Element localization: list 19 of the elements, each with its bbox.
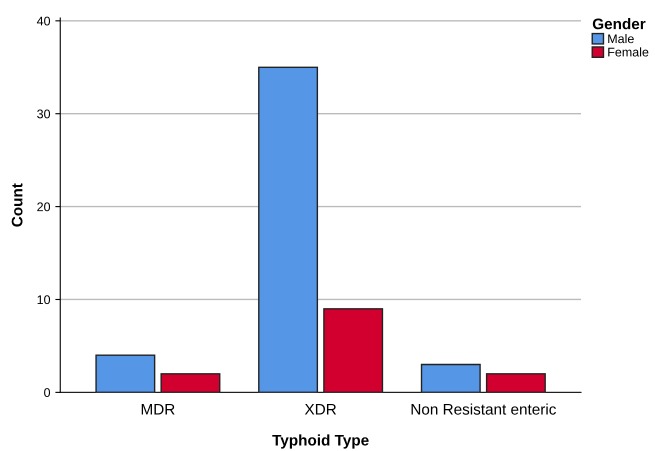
bar xyxy=(323,308,384,392)
bar xyxy=(486,373,546,392)
bar xyxy=(258,66,318,392)
y-tick-label: 30 xyxy=(37,110,50,118)
y-tick-label: 20 xyxy=(37,202,50,212)
legend-label: Female xyxy=(608,47,648,57)
bar xyxy=(420,364,481,392)
bar xyxy=(160,373,220,392)
legend-label: Male xyxy=(608,34,634,44)
y-tick-label: 10 xyxy=(38,295,50,304)
y-tick-label: 0 xyxy=(44,388,50,398)
x-tick-label: MDR xyxy=(142,404,175,415)
bar xyxy=(95,354,156,392)
y-axis-title: Count xyxy=(12,183,23,227)
x-axis-title: Typhoid Type xyxy=(272,434,369,449)
x-tick-label: XDR xyxy=(304,404,336,415)
legend-title: Gender xyxy=(592,18,646,30)
x-tick-label: Non Resistant enteric xyxy=(412,403,556,415)
y-tick-label: 40 xyxy=(36,16,50,26)
